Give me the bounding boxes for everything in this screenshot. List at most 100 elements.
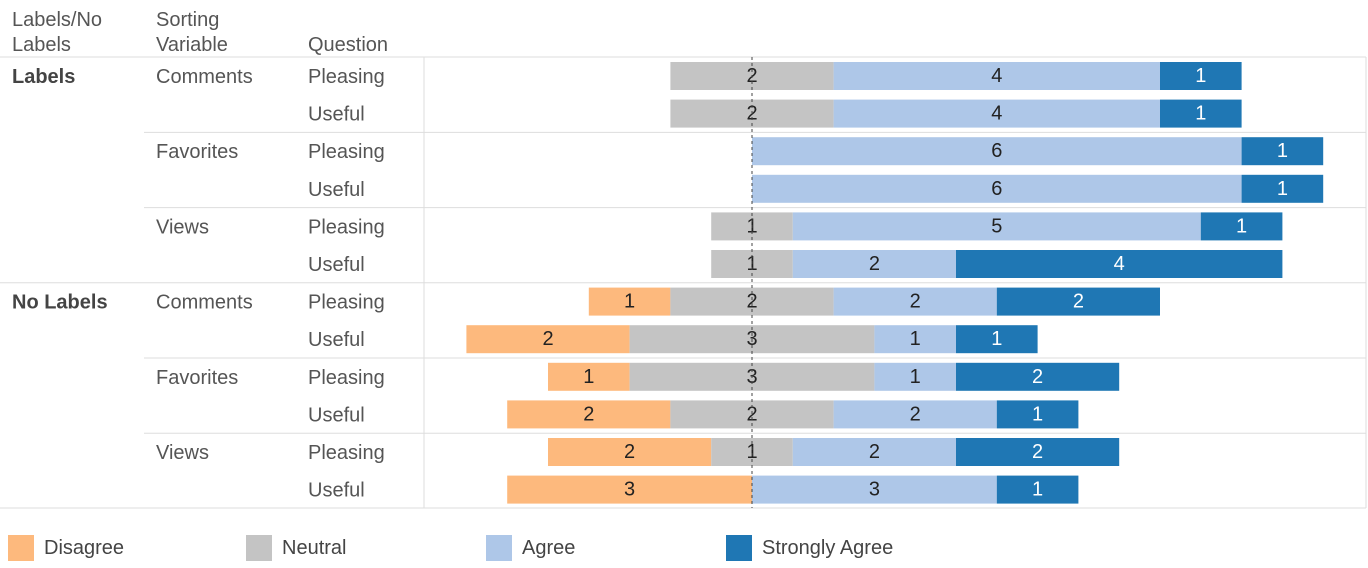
- question-label: Pleasing: [308, 66, 385, 88]
- bar-segment-strongly-agree: [1200, 212, 1283, 241]
- bar-label-disagree: 3: [624, 479, 635, 501]
- bar-label-agree: 2: [910, 403, 921, 425]
- header-labels-no-labels-line2: Labels: [12, 34, 71, 56]
- legend-swatch-agree: [486, 535, 512, 561]
- bar-label-strongly-agree: 1: [1032, 479, 1043, 501]
- legend-label-neutral: Neutral: [282, 537, 346, 559]
- variable-label: Favorites: [156, 141, 238, 163]
- legend-swatch-strongly-agree: [726, 535, 752, 561]
- bar-label-agree: 3: [869, 479, 880, 501]
- bar-label-strongly-agree: 1: [1032, 403, 1043, 425]
- bar-segment-agree: [833, 62, 1160, 90]
- legend-label-strongly-agree: Strongly Agree: [762, 537, 893, 559]
- bar-segment-strongly-agree: [1241, 137, 1324, 166]
- bar-segment-agree: [752, 137, 1242, 166]
- bar-label-strongly-agree: 1: [991, 328, 1002, 350]
- bar-label-strongly-agree: 2: [1073, 291, 1084, 313]
- bar-label-disagree: 2: [624, 441, 635, 463]
- variable-label: Comments: [156, 292, 253, 314]
- bar-label-strongly-agree: 1: [1195, 103, 1206, 125]
- bar-segment-strongly-agree: [956, 438, 1120, 466]
- bar-label-strongly-agree: 2: [1032, 366, 1043, 388]
- header-sorting-variable-line2: Variable: [156, 34, 228, 56]
- bar-label-agree: 4: [991, 103, 1002, 125]
- bar-label-agree: 6: [991, 178, 1002, 200]
- question-label: Pleasing: [308, 141, 385, 163]
- bar-label-agree: 1: [910, 366, 921, 388]
- bar-label-strongly-agree: 1: [1277, 140, 1288, 162]
- bar-label-agree: 1: [910, 328, 921, 350]
- question-label: Useful: [308, 329, 365, 351]
- bar-segment-disagree: [507, 475, 752, 504]
- variable-label: Favorites: [156, 367, 238, 389]
- bar-label-agree: 4: [991, 65, 1002, 87]
- bar-label-agree: 5: [991, 215, 1002, 237]
- bar-segment-strongly-agree: [1241, 174, 1324, 203]
- bar-segment-strongly-agree: [1160, 62, 1242, 90]
- bar-label-disagree: 2: [542, 328, 553, 350]
- bar-segment-agree: [752, 174, 1242, 203]
- bar-segment-strongly-agree: [1160, 99, 1242, 128]
- legend: Disagree Neutral Agree Strongly Agree: [8, 535, 893, 561]
- question-label: Useful: [308, 104, 365, 126]
- bar-label-disagree: 1: [583, 366, 594, 388]
- bar-segment-disagree: [548, 438, 712, 466]
- bar-segment-disagree: [507, 400, 671, 429]
- bar-segment-agree: [874, 362, 956, 391]
- table-grid: [0, 56, 1367, 509]
- question-label: Pleasing: [308, 442, 385, 464]
- question-label: Pleasing: [308, 292, 385, 314]
- row-labels: Labels Comments Pleasing Useful Favorites Ple…: [12, 66, 385, 502]
- column-headers: Labels/No Labels Sorting Variable Questi…: [12, 9, 388, 56]
- bar-label-neutral: 2: [746, 403, 757, 425]
- bar-label-agree: 2: [910, 291, 921, 313]
- legend-label-disagree: Disagree: [44, 537, 124, 559]
- bar-label-agree: 2: [869, 253, 880, 275]
- question-label: Useful: [308, 404, 365, 426]
- bar-label-neutral: 1: [746, 441, 757, 463]
- bar-segment-strongly-agree: [956, 250, 1283, 278]
- bar-label-strongly-agree: 2: [1032, 441, 1043, 463]
- group-label: Labels: [12, 66, 75, 88]
- variable-label: Views: [156, 216, 209, 238]
- bar-segment-strongly-agree: [996, 475, 1079, 504]
- legend-label-agree: Agree: [522, 537, 575, 559]
- bar-segment-agree: [833, 287, 997, 316]
- legend-swatch-disagree: [8, 535, 34, 561]
- bar-label-agree: 2: [869, 441, 880, 463]
- bar-segment-agree: [874, 325, 956, 354]
- legend-swatch-neutral: [246, 535, 272, 561]
- bar-label-strongly-agree: 1: [1277, 178, 1288, 200]
- question-label: Useful: [308, 179, 365, 201]
- bar-segment-agree: [792, 250, 956, 278]
- header-sorting-variable-line1: Sorting: [156, 9, 219, 31]
- header-labels-no-labels-line1: Labels/No: [12, 9, 102, 31]
- bar-label-strongly-agree: 4: [1114, 253, 1125, 275]
- bar-segment-strongly-agree: [956, 325, 1038, 354]
- bar-label-disagree: 1: [624, 291, 635, 313]
- bar-label-agree: 6: [991, 140, 1002, 162]
- bar-segment-strongly-agree: [996, 400, 1079, 429]
- bar-segment-strongly-agree: [996, 287, 1160, 316]
- bars: 2 4 12 4 16 16 11 5 11 2 41 2 2 22 3 1 11 3 1 22 2 2 12 1 2 23 3 1: [466, 62, 1324, 504]
- question-label: Useful: [308, 480, 365, 502]
- bar-segment-disagree: [588, 287, 671, 316]
- bar-segment-agree: [792, 438, 956, 466]
- question-label: Pleasing: [308, 367, 385, 389]
- bar-label-strongly-agree: 1: [1195, 65, 1206, 87]
- variable-label: Comments: [156, 66, 253, 88]
- header-question: Question: [308, 34, 388, 56]
- bar-label-strongly-agree: 1: [1236, 215, 1247, 237]
- bar-segment-agree: [792, 212, 1201, 241]
- bar-segment-agree: [752, 475, 997, 504]
- bar-segment-strongly-agree: [956, 362, 1120, 391]
- bar-segment-disagree: [548, 362, 630, 391]
- variable-label: Views: [156, 442, 209, 464]
- question-label: Useful: [308, 254, 365, 276]
- group-label: No Labels: [12, 292, 108, 314]
- bar-label-neutral: 2: [746, 291, 757, 313]
- bar-segment-agree: [833, 400, 997, 429]
- bar-segment-agree: [833, 99, 1160, 128]
- bar-label-disagree: 2: [583, 403, 594, 425]
